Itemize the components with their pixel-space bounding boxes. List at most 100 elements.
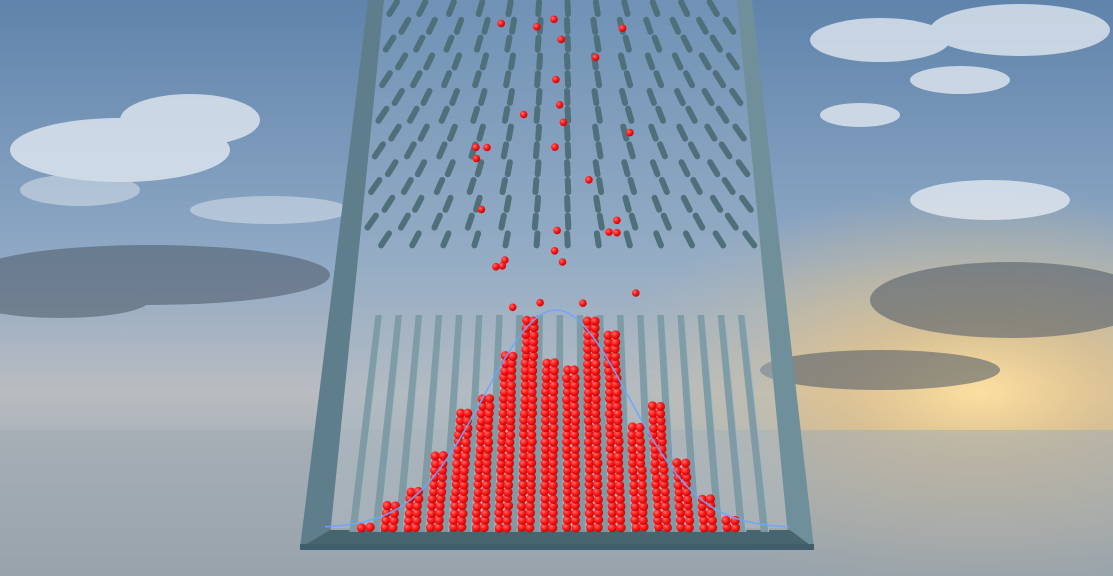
- galton-board: [300, 0, 814, 550]
- ball: [503, 500, 514, 511]
- peg: [596, 177, 605, 195]
- falling-ball: [551, 143, 559, 151]
- peg: [725, 52, 740, 71]
- ball: [526, 466, 537, 476]
- ball: [606, 480, 617, 490]
- ball: [404, 515, 414, 526]
- falling-ball: [519, 110, 528, 119]
- ball: [484, 394, 495, 404]
- ball: [607, 473, 617, 483]
- ball: [481, 509, 491, 519]
- peg: [397, 212, 411, 231]
- ball: [562, 444, 572, 454]
- ball: [548, 501, 559, 511]
- ball: [631, 522, 641, 532]
- ball: [649, 423, 659, 433]
- ball: [614, 472, 624, 482]
- ball: [526, 416, 537, 426]
- ball: [590, 387, 601, 397]
- ball: [476, 416, 487, 426]
- ball: [520, 380, 530, 390]
- ball: [591, 373, 601, 383]
- peg: [591, 88, 600, 106]
- ball: [527, 430, 537, 440]
- falling-ball: [550, 15, 558, 24]
- peg: [669, 16, 682, 35]
- ball: [562, 401, 572, 411]
- peg: [722, 16, 737, 35]
- peg: [564, 230, 571, 249]
- ball: [460, 458, 470, 468]
- ball: [630, 494, 640, 504]
- ball: [730, 523, 741, 533]
- ball: [592, 473, 603, 483]
- ball: [520, 395, 530, 405]
- ball: [413, 486, 423, 497]
- ball: [562, 437, 572, 447]
- ball: [648, 408, 658, 418]
- ball: [463, 408, 473, 418]
- ball: [585, 493, 595, 504]
- ball: [630, 515, 640, 525]
- ball: [721, 515, 731, 526]
- peg: [479, 52, 490, 71]
- bin-divider: [717, 315, 746, 532]
- ball: [570, 451, 580, 461]
- ball: [676, 522, 686, 532]
- ball: [616, 523, 626, 533]
- ball: [526, 444, 536, 454]
- peg: [563, 16, 571, 35]
- peg: [623, 230, 633, 249]
- peg: [534, 70, 541, 89]
- peg: [715, 105, 730, 124]
- ball: [505, 452, 515, 462]
- ball: [527, 422, 537, 432]
- peg: [712, 70, 727, 89]
- falling-ball: [472, 154, 481, 163]
- ball: [614, 480, 625, 490]
- ball: [520, 401, 530, 411]
- ball: [570, 416, 581, 426]
- ball: [570, 423, 580, 433]
- falling-ball: [613, 216, 621, 225]
- ball: [674, 494, 684, 504]
- ball: [506, 380, 516, 390]
- ball: [495, 501, 505, 511]
- ball: [571, 508, 581, 518]
- ball: [518, 465, 529, 475]
- divider-highlight: [471, 314, 484, 533]
- peg: [444, 159, 456, 178]
- peg: [386, 0, 400, 17]
- peg: [625, 105, 635, 124]
- ball: [449, 522, 459, 532]
- peg: [732, 123, 747, 142]
- ball: [472, 501, 482, 512]
- divider-highlight: [704, 314, 724, 533]
- peg: [674, 88, 686, 106]
- peg: [506, 88, 515, 106]
- ball: [583, 401, 593, 411]
- falling-ball: [536, 298, 544, 307]
- bin-divider: [677, 315, 701, 532]
- peg: [474, 159, 485, 178]
- ball: [583, 416, 594, 426]
- peg: [595, 141, 604, 160]
- peg: [368, 177, 383, 195]
- peg: [420, 88, 433, 106]
- falling-ball: [618, 24, 627, 32]
- ball: [661, 509, 672, 519]
- ball: [653, 509, 663, 519]
- ball: [502, 508, 512, 518]
- ball: [506, 416, 516, 426]
- ball: [459, 480, 469, 490]
- ball: [699, 523, 709, 533]
- peg: [499, 177, 508, 195]
- divider-highlight: [663, 314, 678, 533]
- ball: [434, 515, 444, 525]
- falling-ball: [497, 19, 506, 28]
- ball: [483, 444, 493, 454]
- ball: [494, 523, 504, 533]
- peg: [564, 34, 572, 53]
- ball: [562, 522, 572, 532]
- ball: [681, 458, 691, 468]
